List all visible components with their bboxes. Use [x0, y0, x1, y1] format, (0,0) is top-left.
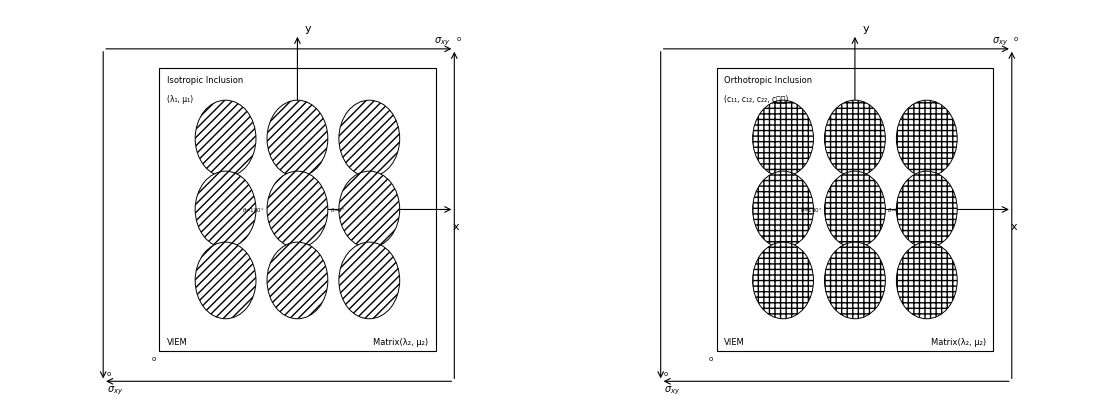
Text: y: y — [862, 24, 869, 34]
Text: x: x — [1010, 221, 1017, 231]
Text: $\theta$=180°: $\theta$=180° — [242, 206, 265, 214]
Ellipse shape — [753, 243, 814, 319]
Text: (c₁₁, c₁₂, c₂₂, c⁦⁦): (c₁₁, c₁₂, c₂₂, c⁦⁦) — [725, 94, 788, 103]
Text: (b): (b) — [826, 404, 846, 405]
Ellipse shape — [195, 172, 256, 248]
Text: VIEM: VIEM — [167, 337, 187, 346]
Ellipse shape — [753, 101, 814, 177]
Text: y: y — [304, 24, 311, 34]
Text: $\theta$=0°: $\theta$=0° — [330, 206, 346, 214]
Ellipse shape — [824, 101, 885, 177]
Ellipse shape — [753, 172, 814, 248]
Text: Isotropic Inclusion: Isotropic Inclusion — [167, 76, 243, 85]
Text: $\theta$=180°: $\theta$=180° — [799, 206, 823, 214]
Ellipse shape — [896, 243, 957, 319]
Ellipse shape — [339, 172, 399, 248]
Text: x: x — [453, 221, 459, 231]
Text: (a): (a) — [269, 404, 289, 405]
Text: VIEM: VIEM — [725, 337, 745, 346]
Text: o: o — [106, 370, 110, 376]
Text: o: o — [456, 36, 460, 42]
Text: o: o — [709, 355, 712, 361]
Text: $\theta$=0°: $\theta$=0° — [888, 206, 903, 214]
Text: $\sigma_{xy}$: $\sigma_{xy}$ — [665, 383, 681, 396]
Ellipse shape — [824, 243, 885, 319]
Text: $\sigma_{xy}$: $\sigma_{xy}$ — [434, 36, 450, 48]
Ellipse shape — [339, 101, 399, 177]
Text: $\sigma_{xy}$: $\sigma_{xy}$ — [107, 383, 124, 396]
Ellipse shape — [195, 243, 256, 319]
Text: Matrix(λ₂, μ₂): Matrix(λ₂, μ₂) — [931, 337, 986, 346]
Text: (λ₁, μ₁): (λ₁, μ₁) — [167, 94, 193, 103]
Ellipse shape — [339, 243, 399, 319]
Ellipse shape — [266, 101, 328, 177]
Text: o: o — [1014, 36, 1018, 42]
Text: Matrix(λ₂, μ₂): Matrix(λ₂, μ₂) — [374, 337, 428, 346]
Ellipse shape — [824, 172, 885, 248]
Text: $\sigma_{xy}$: $\sigma_{xy}$ — [991, 36, 1008, 48]
Text: o: o — [663, 370, 668, 376]
Ellipse shape — [195, 101, 256, 177]
Ellipse shape — [896, 101, 957, 177]
Ellipse shape — [266, 243, 328, 319]
Text: o: o — [152, 355, 155, 361]
Text: Orthotropic Inclusion: Orthotropic Inclusion — [725, 76, 813, 85]
Ellipse shape — [266, 172, 328, 248]
Ellipse shape — [896, 172, 957, 248]
